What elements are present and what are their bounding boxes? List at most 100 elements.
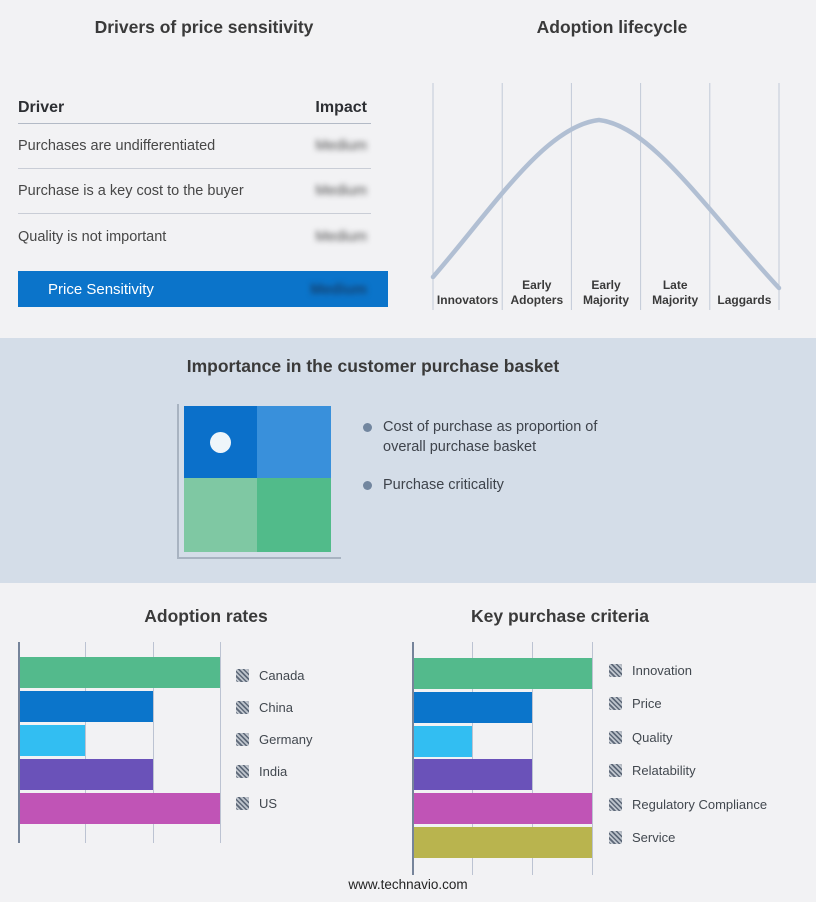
hatched-swatch-icon	[609, 663, 622, 677]
bar-quality	[414, 725, 472, 757]
stage-label-line: Early	[591, 278, 621, 292]
hatched-swatch-icon	[609, 764, 622, 777]
adoption-rates-chart: Canada China Germany India US	[18, 642, 394, 843]
quadrant-cell-bottom-right	[257, 478, 331, 552]
driver-cell: Purchase is a key cost to the buyer	[18, 183, 244, 199]
lifecycle-panel: Adoption lifecycle Innovators Early Adopte…	[408, 0, 816, 338]
legend-label: Price	[632, 696, 662, 711]
lifecycle-stage-label: Early Adopters	[492, 276, 582, 308]
driver-table-row: Quality is not important Medium	[18, 214, 371, 259]
legend-item: Price	[609, 696, 767, 711]
gridline	[219, 642, 221, 843]
impact-value: Medium	[315, 228, 367, 245]
bar-india	[20, 759, 153, 790]
stage-label-line: Majority	[582, 293, 629, 307]
legend-label: Service	[632, 830, 676, 845]
key-purchase-criteria-chart: Innovation Price Quality Relatability Regula…	[412, 642, 802, 875]
legend-item: Quality	[609, 729, 767, 745]
hatched-swatch-icon	[609, 730, 622, 744]
quadrant-matrix	[184, 406, 331, 552]
driver-cell: Purchases are undifferentiated	[18, 138, 216, 154]
lifecycle-chart	[430, 83, 782, 310]
gridline	[472, 642, 473, 875]
stage-label-line: Innovators	[436, 293, 499, 307]
hatched-swatch-icon	[609, 831, 622, 844]
drivers-title: Drivers of price sensitivity	[94, 17, 314, 37]
hatched-swatch-icon	[236, 668, 249, 682]
stage-label-line: Majority	[652, 293, 699, 307]
adoption-curve	[430, 117, 782, 291]
legend-label: Quality	[632, 729, 673, 745]
stage-label-line: Late	[662, 278, 688, 292]
lifecycle-stage-label: Laggards	[699, 276, 789, 308]
impact-value: Medium	[315, 183, 367, 199]
position-dot-icon	[210, 432, 231, 453]
adoption-rates-title: Adoption rates	[144, 606, 268, 626]
basket-title: Importance in the customer purchase bask…	[186, 356, 560, 376]
bullet-marker-icon	[363, 423, 372, 432]
legend-item: Innovation	[609, 663, 767, 678]
footer-url: www.technavio.com	[348, 877, 468, 892]
bar-us	[20, 793, 220, 824]
drivers-table-header: Driver Impact	[18, 94, 371, 124]
bar-china	[20, 691, 153, 722]
gridline	[85, 642, 87, 843]
legend-item: China	[236, 699, 312, 715]
impact-column-header: Impact	[315, 99, 367, 116]
bullet-marker-icon	[363, 481, 372, 490]
key-purchase-criteria-title: Key purchase criteria	[470, 606, 649, 626]
chart-legend: Canada China Germany India US	[236, 668, 313, 811]
stage-label-line: Adopters	[510, 293, 564, 307]
bar-germany	[20, 725, 86, 756]
legend-item: Canada	[236, 668, 312, 683]
driver-column-header: Driver	[18, 99, 65, 116]
quadrant-cell-top-right	[257, 406, 331, 478]
basket-bullet-list: Cost of purchase as proportion of overal…	[363, 418, 643, 496]
stage-label-line: Early	[522, 278, 552, 292]
hatched-swatch-icon	[236, 732, 249, 746]
bar-service	[414, 827, 592, 858]
impact-value: Medium	[315, 138, 367, 154]
y-axis	[18, 642, 20, 843]
bar-innovation	[414, 658, 592, 689]
legend-label: Germany	[259, 731, 313, 747]
hatched-swatch-icon	[236, 764, 249, 778]
drivers-table: Driver Impact Purchases are undifferenti…	[18, 94, 371, 259]
legend-label: India	[259, 763, 288, 779]
gridline	[592, 642, 593, 875]
price-sensitivity-label: Price Sensitivity	[48, 280, 154, 298]
lifecycle-stage-label: Early Majority	[561, 276, 651, 308]
middle-band	[0, 338, 816, 583]
hatched-swatch-icon	[609, 697, 622, 710]
driver-table-row: Purchase is a key cost to the buyer Mediu…	[18, 169, 371, 214]
lifecycle-title: Adoption lifecycle	[536, 17, 688, 37]
price-sensitivity-row: Price Sensitivity Medium	[18, 271, 388, 307]
bullet-item: Purchase criticality	[363, 476, 643, 496]
stage-label-line: Laggards	[717, 293, 772, 307]
legend-item: Relatability	[609, 763, 767, 778]
legend-label: Regulatory Compliance	[632, 796, 768, 812]
gridline	[532, 642, 533, 875]
gridline	[152, 642, 154, 843]
bar-regulatory-compliance	[414, 793, 592, 825]
legend-item: US	[236, 795, 312, 811]
quadrant-y-axis	[177, 404, 179, 559]
lifecycle-stage-label: Innovators	[423, 276, 513, 308]
price-sensitivity-impact-value: Medium	[310, 280, 367, 298]
bullet-item: Cost of purchase as proportion of overal…	[363, 418, 643, 457]
legend-label: China	[259, 699, 293, 715]
y-axis	[412, 642, 414, 875]
driver-cell: Quality is not important	[18, 228, 167, 245]
legend-item: Germany	[236, 731, 313, 747]
legend-item: Service	[609, 830, 767, 845]
bar-price	[414, 691, 532, 723]
quadrant-x-axis	[177, 557, 341, 559]
quadrant-cell-bottom-left	[184, 478, 257, 552]
legend-item: India	[236, 763, 312, 779]
bullet-text: Purchase criticality	[383, 477, 504, 493]
bullet-text: Cost of purchase as proportion of overal…	[383, 419, 598, 455]
chart-legend: Innovation Price Quality Relatability Regula…	[609, 663, 767, 845]
hatched-swatch-icon	[609, 797, 622, 811]
legend-label: US	[259, 795, 278, 811]
